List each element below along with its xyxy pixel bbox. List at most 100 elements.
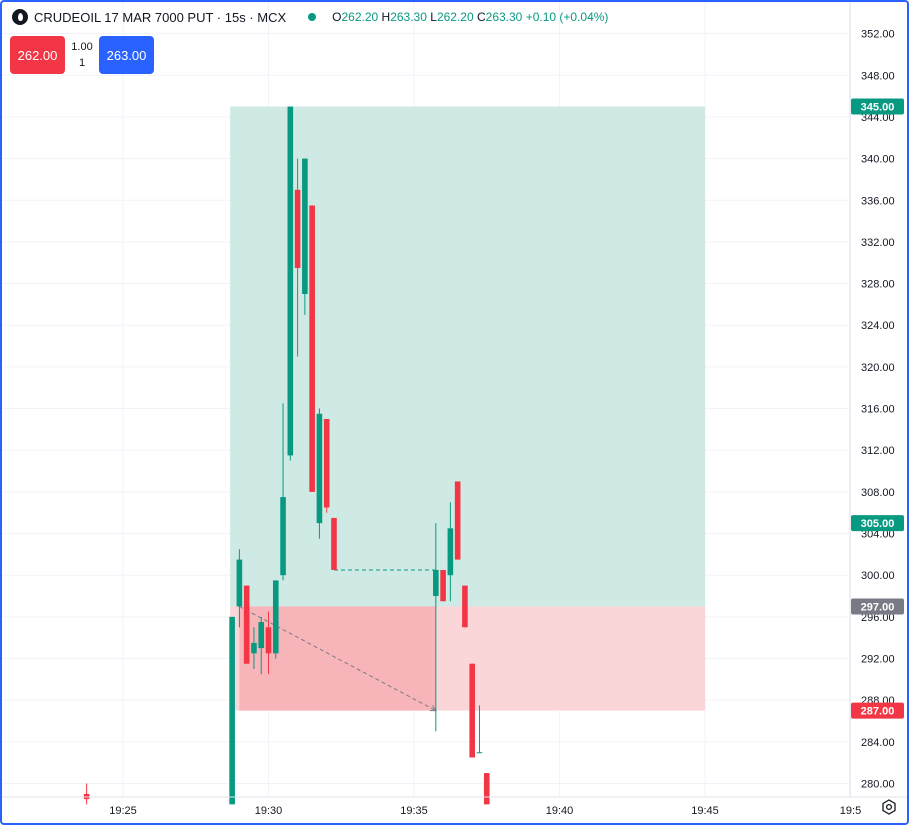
- candle: [243, 585, 250, 664]
- price-tick-label: 304.00: [861, 529, 895, 541]
- price-label-bg: [851, 515, 904, 532]
- candle: [258, 616, 265, 675]
- candle: [251, 627, 257, 669]
- symbol-title[interactable]: CRUDEOIL 17 MAR 7000 PUT · 15s · MCX: [34, 9, 287, 25]
- candle: [440, 569, 446, 602]
- profit-zone: [230, 106, 705, 607]
- candle-body: [280, 497, 286, 576]
- candle: [265, 611, 272, 675]
- candle: [323, 418, 330, 513]
- time-tick-label: 19:25: [109, 805, 137, 817]
- candle-body: [483, 773, 490, 805]
- price-tick-label: 292.00: [861, 654, 895, 666]
- price-axis: 280.00284.00288.00292.00296.00300.00304.…: [849, 2, 895, 797]
- price-label-text: 287.00: [861, 706, 895, 718]
- candle-body: [309, 205, 315, 492]
- price-tick-label: 312.00: [861, 445, 895, 457]
- position-price-label: 297.00: [851, 598, 904, 615]
- price-tick-label: 340.00: [861, 154, 895, 166]
- quantity-field[interactable]: 1.00 1: [67, 36, 97, 74]
- candle: [469, 663, 475, 758]
- candle: [462, 585, 468, 628]
- candle: [331, 517, 337, 570]
- price-tick-label: 284.00: [861, 737, 895, 749]
- price-tick-label: 352.00: [861, 29, 895, 41]
- quantity-bottom: 1: [78, 57, 86, 69]
- candle: [302, 158, 308, 315]
- position-price-label: 305.00: [851, 515, 904, 532]
- candle: [272, 580, 279, 659]
- buy-button[interactable]: 263.00: [99, 36, 154, 74]
- price-label-bg: [851, 702, 904, 719]
- candle-body: [476, 752, 483, 754]
- price-change: +0.10 (+0.04%): [525, 10, 609, 24]
- candle: [433, 523, 439, 732]
- price-tick-label: 300.00: [861, 570, 895, 582]
- candle: [83, 783, 90, 805]
- quantity-top: 1.00: [71, 41, 93, 53]
- time-tick-label: 19:45: [691, 805, 719, 817]
- trade-panel: 262.00 1.00 1 263.00: [10, 36, 154, 74]
- price-tick-label: 296.00: [861, 612, 895, 624]
- price-label-bg: [851, 98, 904, 115]
- dashed-trendline: [239, 606, 437, 712]
- time-axis: 19:25 19:30 19:35 19:40 19:45 19:5: [2, 796, 907, 817]
- chart-header: CRUDEOIL 17 MAR 7000 PUT · 15s · MCX O26…: [12, 9, 608, 25]
- candle-body: [229, 616, 235, 805]
- symbol-logo-icon: [12, 9, 28, 25]
- candle: [454, 481, 461, 560]
- candle-body: [462, 585, 468, 628]
- price-tick-label: 336.00: [861, 195, 895, 207]
- candle-body: [469, 663, 475, 758]
- candle: [294, 158, 301, 357]
- candle: [316, 408, 323, 539]
- candle-body: [294, 189, 301, 268]
- candle: [309, 205, 315, 492]
- candle: [229, 616, 235, 805]
- price-tick-label: 344.00: [861, 112, 895, 124]
- candle: [476, 705, 483, 754]
- price-label-text: 297.00: [861, 601, 895, 613]
- candle-body: [272, 580, 279, 654]
- candle-body: [258, 622, 265, 649]
- position-price-label: 287.00: [851, 702, 904, 719]
- price-tick-label: 324.00: [861, 320, 895, 332]
- time-tick-label: 19:40: [546, 805, 574, 817]
- candle-body: [331, 517, 337, 570]
- candle-body: [447, 528, 454, 576]
- candles: [83, 106, 490, 805]
- price-tick-label: 308.00: [861, 487, 895, 499]
- candle-body: [454, 481, 461, 560]
- candle-body: [251, 642, 257, 654]
- candle-body: [265, 627, 272, 654]
- candle-body: [433, 569, 439, 597]
- candle: [236, 549, 243, 628]
- position-price-label: 345.00: [851, 98, 904, 115]
- price-tick-label: 348.00: [861, 70, 895, 82]
- time-tick-label: 19:35: [400, 805, 428, 817]
- candle-body: [323, 418, 330, 508]
- candle: [287, 106, 294, 461]
- price-tick-label: 320.00: [861, 362, 895, 374]
- ohlc-legend: O262.20 H263.30 L262.20 C263.30 +0.10 (+…: [332, 10, 609, 24]
- price-tick-label: 332.00: [861, 237, 895, 249]
- price-tick-label: 316.00: [861, 404, 895, 416]
- candle-body: [243, 585, 250, 664]
- price-tick-label: 328.00: [861, 279, 895, 291]
- candle-body: [287, 106, 294, 456]
- time-tick-label: 19:30: [255, 805, 283, 817]
- settings-gear-icon[interactable]: [879, 797, 899, 817]
- candle-body: [440, 569, 446, 602]
- market-status-icon[interactable]: [308, 13, 317, 21]
- price-tick-label: 280.00: [861, 779, 895, 791]
- candle: [280, 403, 286, 581]
- sell-button[interactable]: 262.00: [10, 36, 65, 74]
- candle-body: [302, 158, 308, 294]
- price-label-bg: [851, 598, 904, 615]
- candle-body: [236, 559, 243, 607]
- time-tick-label: 19:5: [840, 805, 861, 817]
- price-label-text: 345.00: [861, 102, 895, 114]
- price-label-text: 305.00: [861, 518, 895, 530]
